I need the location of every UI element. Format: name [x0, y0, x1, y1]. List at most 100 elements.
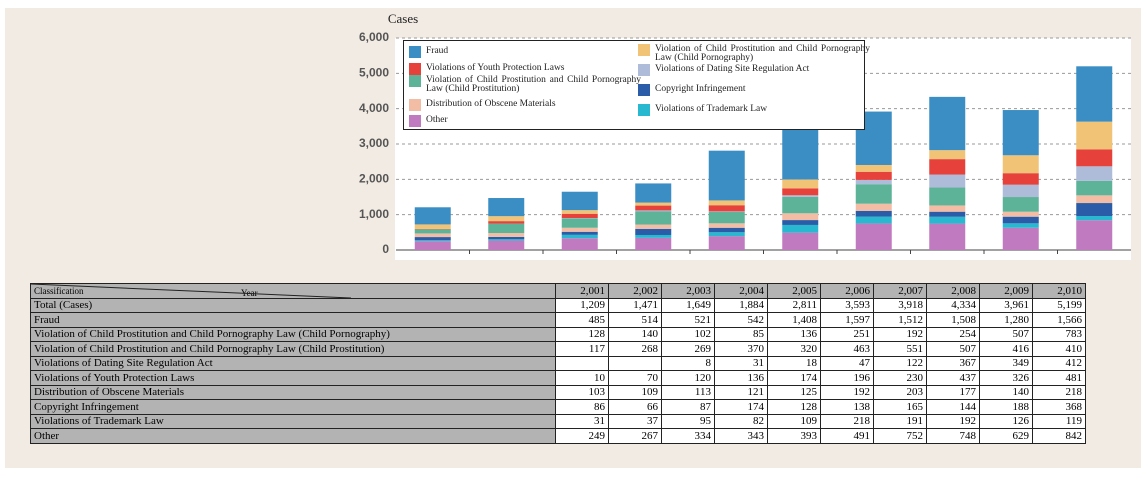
value-cell: 5,199	[1032, 297, 1086, 313]
table-row: Fraud 485 514 521 542 1,408 1,597 1,512 1,508 1,2…	[30, 312, 1086, 328]
bar-segment	[414, 240, 451, 242]
year-cell: 2,008	[926, 283, 980, 299]
value-cell: 1,512	[873, 312, 927, 328]
table-row: Copyright Infringement 86 66 87 174 128 138 165…	[30, 399, 1086, 415]
value-cell: 188	[979, 399, 1033, 415]
bar-segment	[414, 224, 451, 229]
year-cell: 2,003	[661, 283, 715, 299]
y-tick-label: 0	[382, 242, 389, 256]
legend-item: Distribution of Obscene Materials	[409, 99, 641, 123]
year-cell: 2,007	[873, 283, 927, 299]
value-cell: 3,918	[873, 297, 927, 313]
bar-segment	[414, 237, 451, 241]
value-cell: 416	[979, 341, 1033, 357]
value-cell: 10	[555, 370, 609, 386]
row-label: Violations of Youth Protection Laws	[30, 370, 556, 386]
bar-segment	[782, 123, 819, 180]
legend-item: Copyright Infringement	[638, 84, 870, 108]
bar-segment	[929, 223, 966, 250]
value-cell: 514	[608, 312, 662, 328]
table-row: Distribution of Obscene Materials 103 109 1…	[30, 384, 1086, 400]
value-cell: 109	[608, 384, 662, 400]
value-cell: 192	[926, 413, 980, 429]
value-cell: 128	[767, 399, 821, 415]
value-cell: 174	[767, 370, 821, 386]
header-cell: Classification Year	[30, 283, 556, 299]
bar-segment	[1002, 216, 1039, 224]
header-classification: Classification	[34, 286, 84, 296]
value-cell: 85	[714, 326, 768, 342]
legend-label: Violations of Dating Site Regulation Act	[655, 64, 810, 74]
value-cell: 140	[979, 384, 1033, 400]
y-tick-label: 3,000	[359, 136, 389, 150]
legend-swatch	[638, 84, 650, 96]
legend-swatch	[638, 104, 650, 116]
bar-segment	[855, 223, 892, 250]
value-cell: 334	[661, 428, 715, 444]
legend-swatch	[409, 63, 421, 75]
legend-label: Violation of Child Prostitution and Chil…	[655, 44, 870, 63]
bar-segment	[1076, 149, 1113, 167]
bar-segment	[561, 213, 598, 218]
value-cell: 119	[1032, 413, 1086, 429]
row-label: Violation of Child Prostitution and Chil…	[30, 326, 556, 342]
value-cell: 1,209	[555, 297, 609, 313]
value-cell: 393	[767, 428, 821, 444]
value-cell: 196	[820, 370, 874, 386]
value-cell: 136	[714, 370, 768, 386]
bar-segment	[708, 150, 745, 201]
year-cell: 2,010	[1032, 283, 1086, 299]
value-cell: 320	[767, 341, 821, 357]
bar-segment	[561, 218, 598, 228]
value-cell: 1,280	[979, 312, 1033, 328]
bar-segment	[929, 187, 966, 206]
row-label: Violations of Trademark Law	[30, 413, 556, 429]
bar-segment	[1002, 110, 1039, 156]
legend-label: Violations of Youth Protection Laws	[426, 63, 565, 73]
bar-segment	[1002, 173, 1039, 185]
value-cell: 121	[714, 384, 768, 400]
bar-segment	[488, 221, 525, 224]
bar-segment	[414, 229, 451, 234]
value-cell: 254	[926, 326, 980, 342]
row-label: Total (Cases)	[30, 297, 556, 313]
value-cell: 368	[1032, 399, 1086, 415]
value-cell: 1,508	[926, 312, 980, 328]
bar-segment	[855, 216, 892, 224]
value-cell: 463	[820, 341, 874, 357]
value-cell: 367	[926, 355, 980, 371]
row-label: Fraud	[30, 312, 556, 328]
value-cell: 113	[661, 384, 715, 400]
bar-segment	[1076, 180, 1113, 196]
bar-segment	[782, 232, 819, 250]
row-label: Copyright Infringement	[30, 399, 556, 415]
value-cell: 165	[873, 399, 927, 415]
legend-label: Violation of Child Prostitution and Chil…	[426, 75, 641, 94]
bar-segment	[1002, 155, 1039, 174]
row-label: Violations of Dating Site Regulation Act	[30, 355, 556, 371]
value-cell: 370	[714, 341, 768, 357]
bar-segment	[488, 240, 525, 250]
diagonal-line	[31, 284, 351, 298]
value-cell: 410	[1032, 341, 1086, 357]
bar-segment	[929, 211, 966, 217]
year-cell: 2,004	[714, 283, 768, 299]
value-cell: 18	[767, 355, 821, 371]
legend-label: Copyright Infringement	[655, 84, 746, 94]
bar-segment	[782, 179, 819, 189]
table-row: Other 249 267 334 343 393 491 752 748 629 842	[30, 428, 1086, 444]
bar-segment	[1076, 66, 1113, 122]
y-tick-label: 4,000	[359, 101, 389, 115]
value-cell	[608, 355, 662, 371]
bar-segment	[929, 216, 966, 224]
bar-segment	[635, 224, 672, 229]
bar-segment	[929, 159, 966, 175]
bar-segment	[929, 150, 966, 160]
y-tick-label: 5,000	[359, 66, 389, 80]
bar-segment	[782, 188, 819, 196]
value-cell: 551	[873, 341, 927, 357]
bar-segment	[1076, 220, 1113, 250]
bar-segment	[414, 207, 451, 225]
bar-segment	[635, 228, 672, 235]
bar-segment	[1076, 203, 1113, 217]
